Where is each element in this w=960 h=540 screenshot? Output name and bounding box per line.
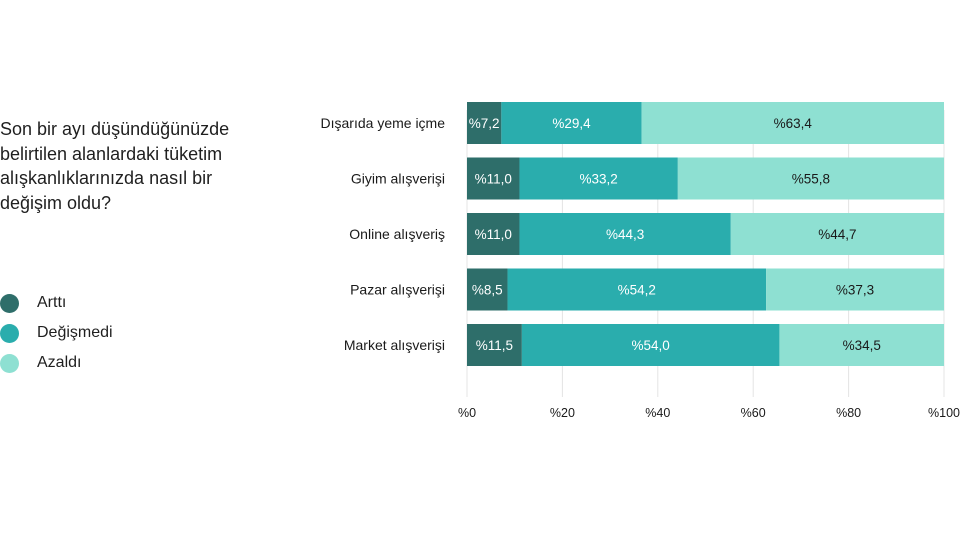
- data-label-pazar-alisverisi-azaldi: %37,3: [836, 283, 874, 298]
- data-label-pazar-alisverisi-artti: %8,5: [472, 283, 503, 298]
- data-label-disarida-yeme-icme-artti: %7,2: [469, 116, 500, 131]
- data-label-giyim-alisverisi-degismedi: %33,2: [580, 172, 618, 187]
- category-label-market-alisverisi: Market alışverişi: [344, 337, 445, 353]
- legend-label-azaldi: Azaldı: [37, 354, 82, 371]
- stacked-bar-chart: %7,2 %29,4 %63,4 Dışarıda yeme içme %11,0 %33…: [321, 102, 960, 420]
- bar-online-alisveris-degismedi: [519, 213, 731, 255]
- data-label-online-alisveris-azaldi: %44,7: [818, 227, 856, 242]
- legend-label-degismedi: Değişmedi: [37, 324, 113, 341]
- category-label-giyim-alisverisi: Giyim alışverişi: [351, 171, 445, 187]
- data-label-giyim-alisverisi-artti: %11,0: [475, 172, 512, 187]
- data-label-disarida-yeme-icme-degismedi: %29,4: [552, 116, 591, 131]
- data-label-online-alisveris-artti: %11,0: [475, 227, 512, 242]
- x-tick-label-0: %0: [458, 406, 476, 420]
- legend: Arttı Değişmedi Azaldı: [0, 288, 113, 378]
- legend-item-artti: Arttı: [0, 288, 113, 318]
- bar-disarida-yeme-icme-artti: [467, 102, 502, 144]
- data-label-market-alisverisi-azaldi: %34,5: [843, 338, 881, 353]
- data-label-market-alisverisi-artti: %11,5: [476, 338, 513, 353]
- bar-market-alisverisi-degismedi: [521, 324, 780, 366]
- bar-giyim-alisverisi-degismedi: [519, 157, 678, 200]
- bar-disarida-yeme-icme-azaldi: [641, 102, 944, 144]
- x-tick-label-2: %40: [645, 406, 670, 420]
- legend-swatch-degismedi: [0, 323, 19, 343]
- data-label-pazar-alisverisi-degismedi: %54,2: [618, 283, 656, 298]
- bar-market-alisverisi-artti: [467, 324, 522, 366]
- x-tick-label-3: %60: [741, 406, 766, 420]
- question-text: Son bir ayı düşündüğünüzde belirtilen al…: [0, 119, 230, 213]
- bar-online-alisveris-azaldi: [730, 213, 944, 255]
- x-tick-label-4: %80: [836, 406, 861, 420]
- data-label-market-alisverisi-degismedi: %54,0: [632, 338, 670, 353]
- legend-swatch-artti: [0, 293, 19, 313]
- x-tick-label-5: %100: [928, 406, 960, 420]
- data-label-giyim-alisverisi-azaldi: %55,8: [792, 172, 830, 187]
- bar-disarida-yeme-icme-degismedi: [501, 102, 642, 144]
- bar-giyim-alisverisi-azaldi: [677, 157, 944, 200]
- bar-market-alisverisi-azaldi: [779, 324, 944, 366]
- legend-label-artti: Arttı: [37, 294, 67, 311]
- bar-pazar-alisverisi-artti: [467, 268, 508, 311]
- category-label-disarida-yeme-icme: Dışarıda yeme içme: [321, 115, 446, 131]
- category-label-online-alisveris: Online alışveriş: [349, 226, 445, 242]
- legend-item-azaldi: Azaldı: [0, 348, 113, 378]
- data-label-disarida-yeme-icme-azaldi: %63,4: [774, 116, 813, 131]
- legend-swatch-azaldi: [0, 353, 19, 373]
- bar-online-alisveris-artti: [467, 213, 520, 255]
- data-label-online-alisveris-degismedi: %44,3: [606, 227, 644, 242]
- legend-item-degismedi: Değişmedi: [0, 318, 113, 348]
- bar-giyim-alisverisi-artti: [467, 157, 520, 200]
- category-label-pazar-alisverisi: Pazar alışverişi: [350, 282, 445, 298]
- bar-pazar-alisverisi-degismedi: [507, 268, 767, 311]
- bar-pazar-alisverisi-azaldi: [766, 268, 944, 311]
- x-tick-label-1: %20: [550, 406, 575, 420]
